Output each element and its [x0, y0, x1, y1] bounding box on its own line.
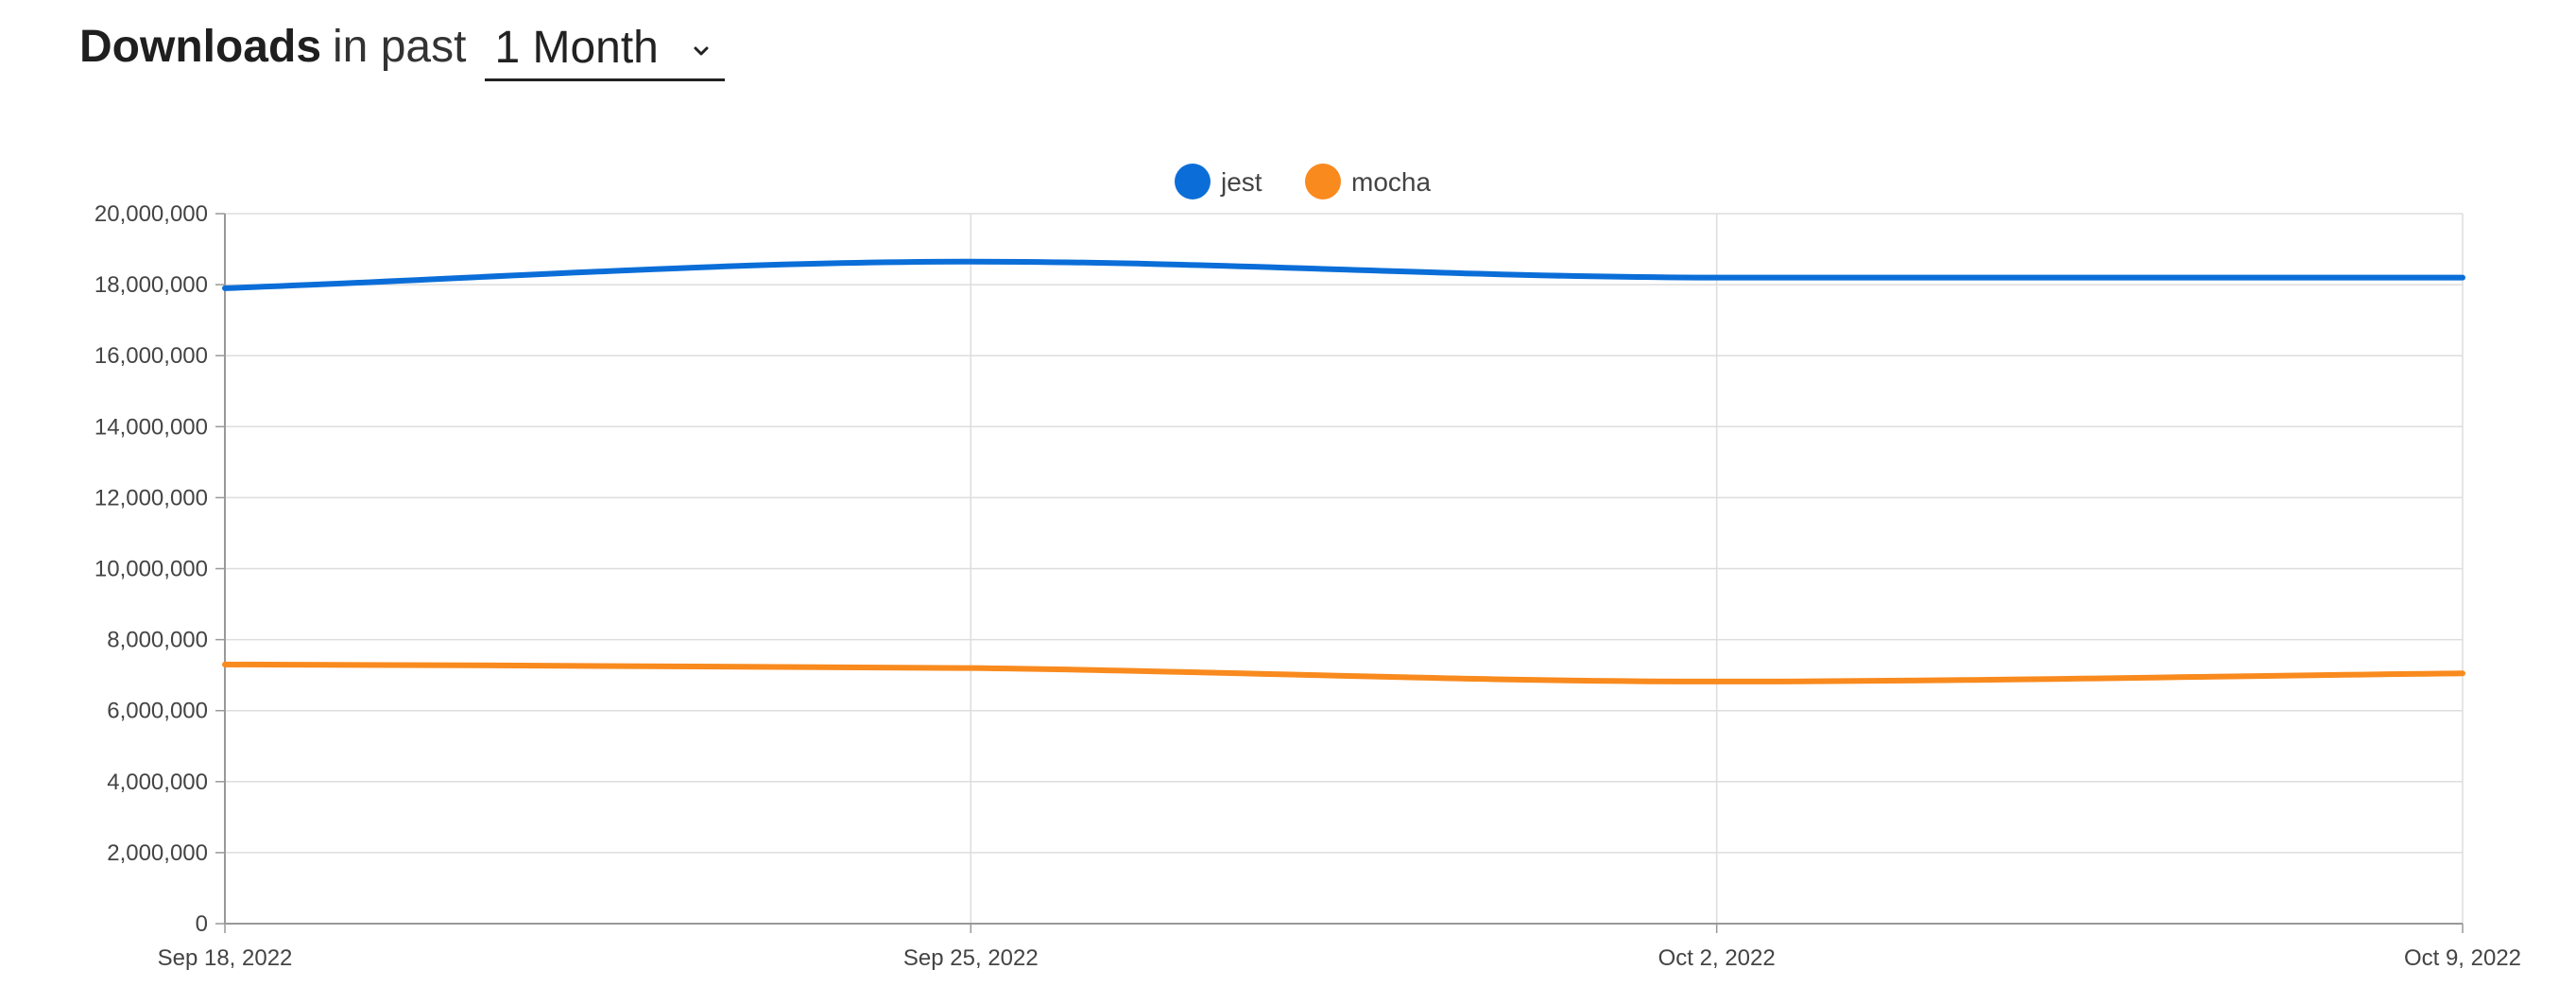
legend-swatch: [1175, 164, 1211, 199]
chart-legend: jest mocha: [1175, 164, 1431, 199]
period-select[interactable]: 1 Month: [485, 17, 726, 81]
y-tick-label: 18,000,000: [94, 272, 208, 298]
y-tick-label: 14,000,000: [94, 414, 208, 440]
series-line-jest: [222, 258, 2465, 291]
chart-header: Downloads in past 1 Month: [79, 13, 726, 81]
legend-item-jest[interactable]: jest: [1175, 164, 1262, 199]
chart-series: [222, 258, 2465, 684]
y-tick-label: 6,000,000: [107, 699, 208, 724]
y-tick-label: 12,000,000: [94, 485, 208, 511]
header-title: Downloads: [79, 22, 322, 72]
y-tick-label: 4,000,000: [107, 770, 208, 795]
legend-label: mocha: [1351, 167, 1431, 197]
chart-axes: 0 2,000,000 4,000,000 6,000,000 8,000,000 10,…: [94, 201, 2521, 971]
y-tick-label: 0: [196, 911, 208, 937]
y-tick-label: 8,000,000: [107, 628, 208, 653]
x-tick-label: Sep 18, 2022: [158, 945, 293, 971]
x-tick-label: Oct 2, 2022: [1658, 945, 1776, 971]
y-tick-label: 2,000,000: [107, 840, 208, 866]
legend-label: jest: [1220, 167, 1262, 197]
period-select-value: 1 Month: [494, 22, 659, 73]
x-tick-label: Sep 25, 2022: [903, 945, 1039, 971]
chevron-down-icon: [694, 46, 709, 55]
y-tick-label: 16,000,000: [94, 343, 208, 369]
y-tick-label: 10,000,000: [94, 557, 208, 582]
x-tick-label: Oct 9, 2022: [2404, 945, 2521, 971]
header-subtitle: in past: [333, 22, 467, 72]
y-tick-label: 20,000,000: [94, 201, 208, 227]
series-line-mocha: [222, 661, 2465, 684]
legend-swatch: [1305, 164, 1341, 199]
legend-item-mocha[interactable]: mocha: [1305, 164, 1431, 199]
chart-grid: [224, 213, 2464, 925]
